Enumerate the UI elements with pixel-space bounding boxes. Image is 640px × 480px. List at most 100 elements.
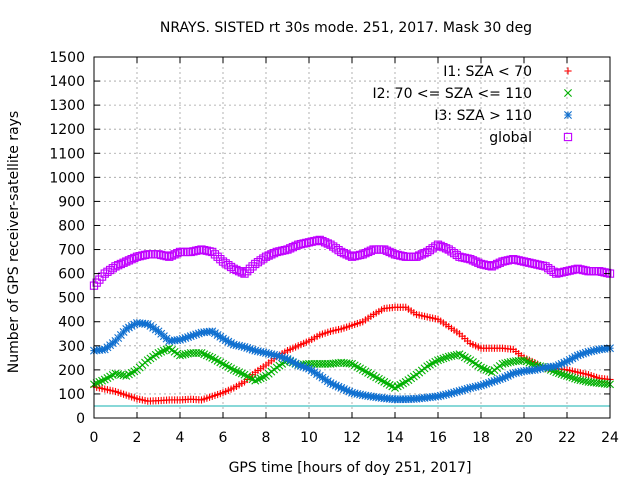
data-point-fill: [200, 245, 209, 255]
y-tick-label: 600: [58, 267, 85, 283]
data-point-fill: [503, 256, 513, 265]
legend: I1: SZA < 70 I2: 70 <= SZA <= 110 I3: SZA …: [372, 64, 573, 146]
data-point-fill: [210, 250, 220, 259]
data-point-fill: [226, 262, 236, 272]
data-point-fill: [286, 244, 295, 253]
data-point: [197, 245, 206, 254]
data-point-fill: [216, 255, 225, 264]
legend-label: I3: SZA > 110: [434, 108, 532, 124]
data-point-fill: [463, 254, 472, 263]
data-point-fill: [441, 244, 451, 253]
data-point-fill: [525, 358, 534, 367]
data-point-fill: [568, 373, 577, 382]
data-point-fill: [393, 250, 402, 260]
data-point-fill: [366, 246, 375, 255]
legend-marker: [563, 132, 573, 142]
data-point-fill: [571, 374, 580, 383]
data-point-fill: [259, 254, 268, 263]
x-tick-label: 4: [176, 430, 185, 446]
data-point-fill: [95, 377, 104, 386]
data-point-fill: [479, 260, 488, 269]
data-point-fill: [506, 255, 515, 264]
data-point: [294, 240, 303, 249]
data-point-fill: [334, 245, 343, 255]
data-point-fill: [549, 267, 558, 276]
data-point: [240, 269, 249, 278]
data-point-fill: [417, 250, 427, 259]
x-tick-label: 6: [219, 430, 228, 446]
x-tick-label: 20: [515, 430, 533, 446]
data-point-fill: [589, 267, 599, 276]
data-point-fill: [318, 236, 327, 246]
data-point-fill: [581, 266, 590, 275]
data-point: [380, 245, 389, 254]
data-point-fill: [98, 376, 107, 385]
data-point-fill: [538, 261, 547, 270]
data-point-fill: [307, 237, 316, 246]
data-point: [498, 257, 507, 266]
plot-series: [89, 235, 615, 405]
data-point-fill: [92, 278, 101, 287]
data-point-fill: [277, 246, 287, 255]
y-axis-label: Number of GPS receiver-satellite rays: [6, 111, 22, 373]
data-point-fill: [323, 239, 332, 248]
data-point-fill: [479, 364, 488, 373]
data-point: [563, 371, 571, 380]
data-point-fill: [140, 250, 150, 260]
x-tick-label: 18: [472, 430, 490, 446]
data-point-fill: [310, 236, 319, 246]
x-tick-label: 10: [300, 430, 318, 446]
x-tick-label: 16: [429, 430, 447, 446]
data-point-fill: [517, 256, 526, 266]
data-point-fill: [138, 251, 147, 260]
data-point: [337, 247, 346, 257]
data-point-fill: [157, 347, 166, 356]
data-point-fill: [576, 265, 585, 274]
data-point-fill: [243, 267, 252, 276]
data-point-fill: [439, 354, 448, 363]
data-point-fill: [385, 247, 394, 257]
data-point-fill: [355, 250, 365, 260]
series-3: [89, 235, 615, 290]
data-point-fill: [202, 351, 211, 360]
data-point-fill: [522, 258, 531, 267]
data-point-fill: [565, 266, 574, 275]
data-point-fill: [525, 258, 534, 267]
data-point-fill: [603, 268, 612, 278]
data-point-fill: [353, 251, 362, 260]
data-point-fill: [148, 250, 158, 259]
data-point-fill: [342, 250, 351, 259]
data-point-fill: [406, 252, 416, 261]
data-point: [304, 238, 314, 247]
data-point-fill: [237, 268, 246, 277]
data-point-fill: [299, 239, 308, 248]
data-point-fill: [213, 252, 222, 261]
data-point-fill: [157, 250, 166, 260]
data-point: [487, 262, 496, 271]
data-point-fill: [267, 250, 276, 259]
data-point: [509, 255, 518, 264]
data-point-fill: [482, 365, 491, 374]
data-point-fill: [256, 374, 265, 383]
x-tick-label: 12: [343, 430, 361, 446]
data-point-fill: [191, 246, 201, 255]
data-point-fill: [97, 272, 107, 281]
data-point-fill: [119, 258, 128, 267]
data-point-fill: [345, 251, 354, 260]
data-point-fill: [514, 256, 523, 265]
data-point: [186, 247, 195, 257]
data-point-fill: [571, 352, 580, 361]
data-point: [595, 267, 604, 276]
data-point: [154, 250, 163, 259]
data-point-fill: [492, 259, 502, 269]
data-point-fill: [339, 248, 349, 258]
data-point: [229, 365, 238, 374]
data-point-fill: [468, 256, 478, 265]
data-point-fill: [554, 369, 563, 378]
data-point-fill: [202, 246, 212, 255]
data-point-fill: [159, 251, 169, 260]
legend-label: I1: SZA < 70: [443, 64, 532, 80]
data-point-fill: [350, 252, 359, 261]
data-point-fill: [291, 241, 300, 251]
